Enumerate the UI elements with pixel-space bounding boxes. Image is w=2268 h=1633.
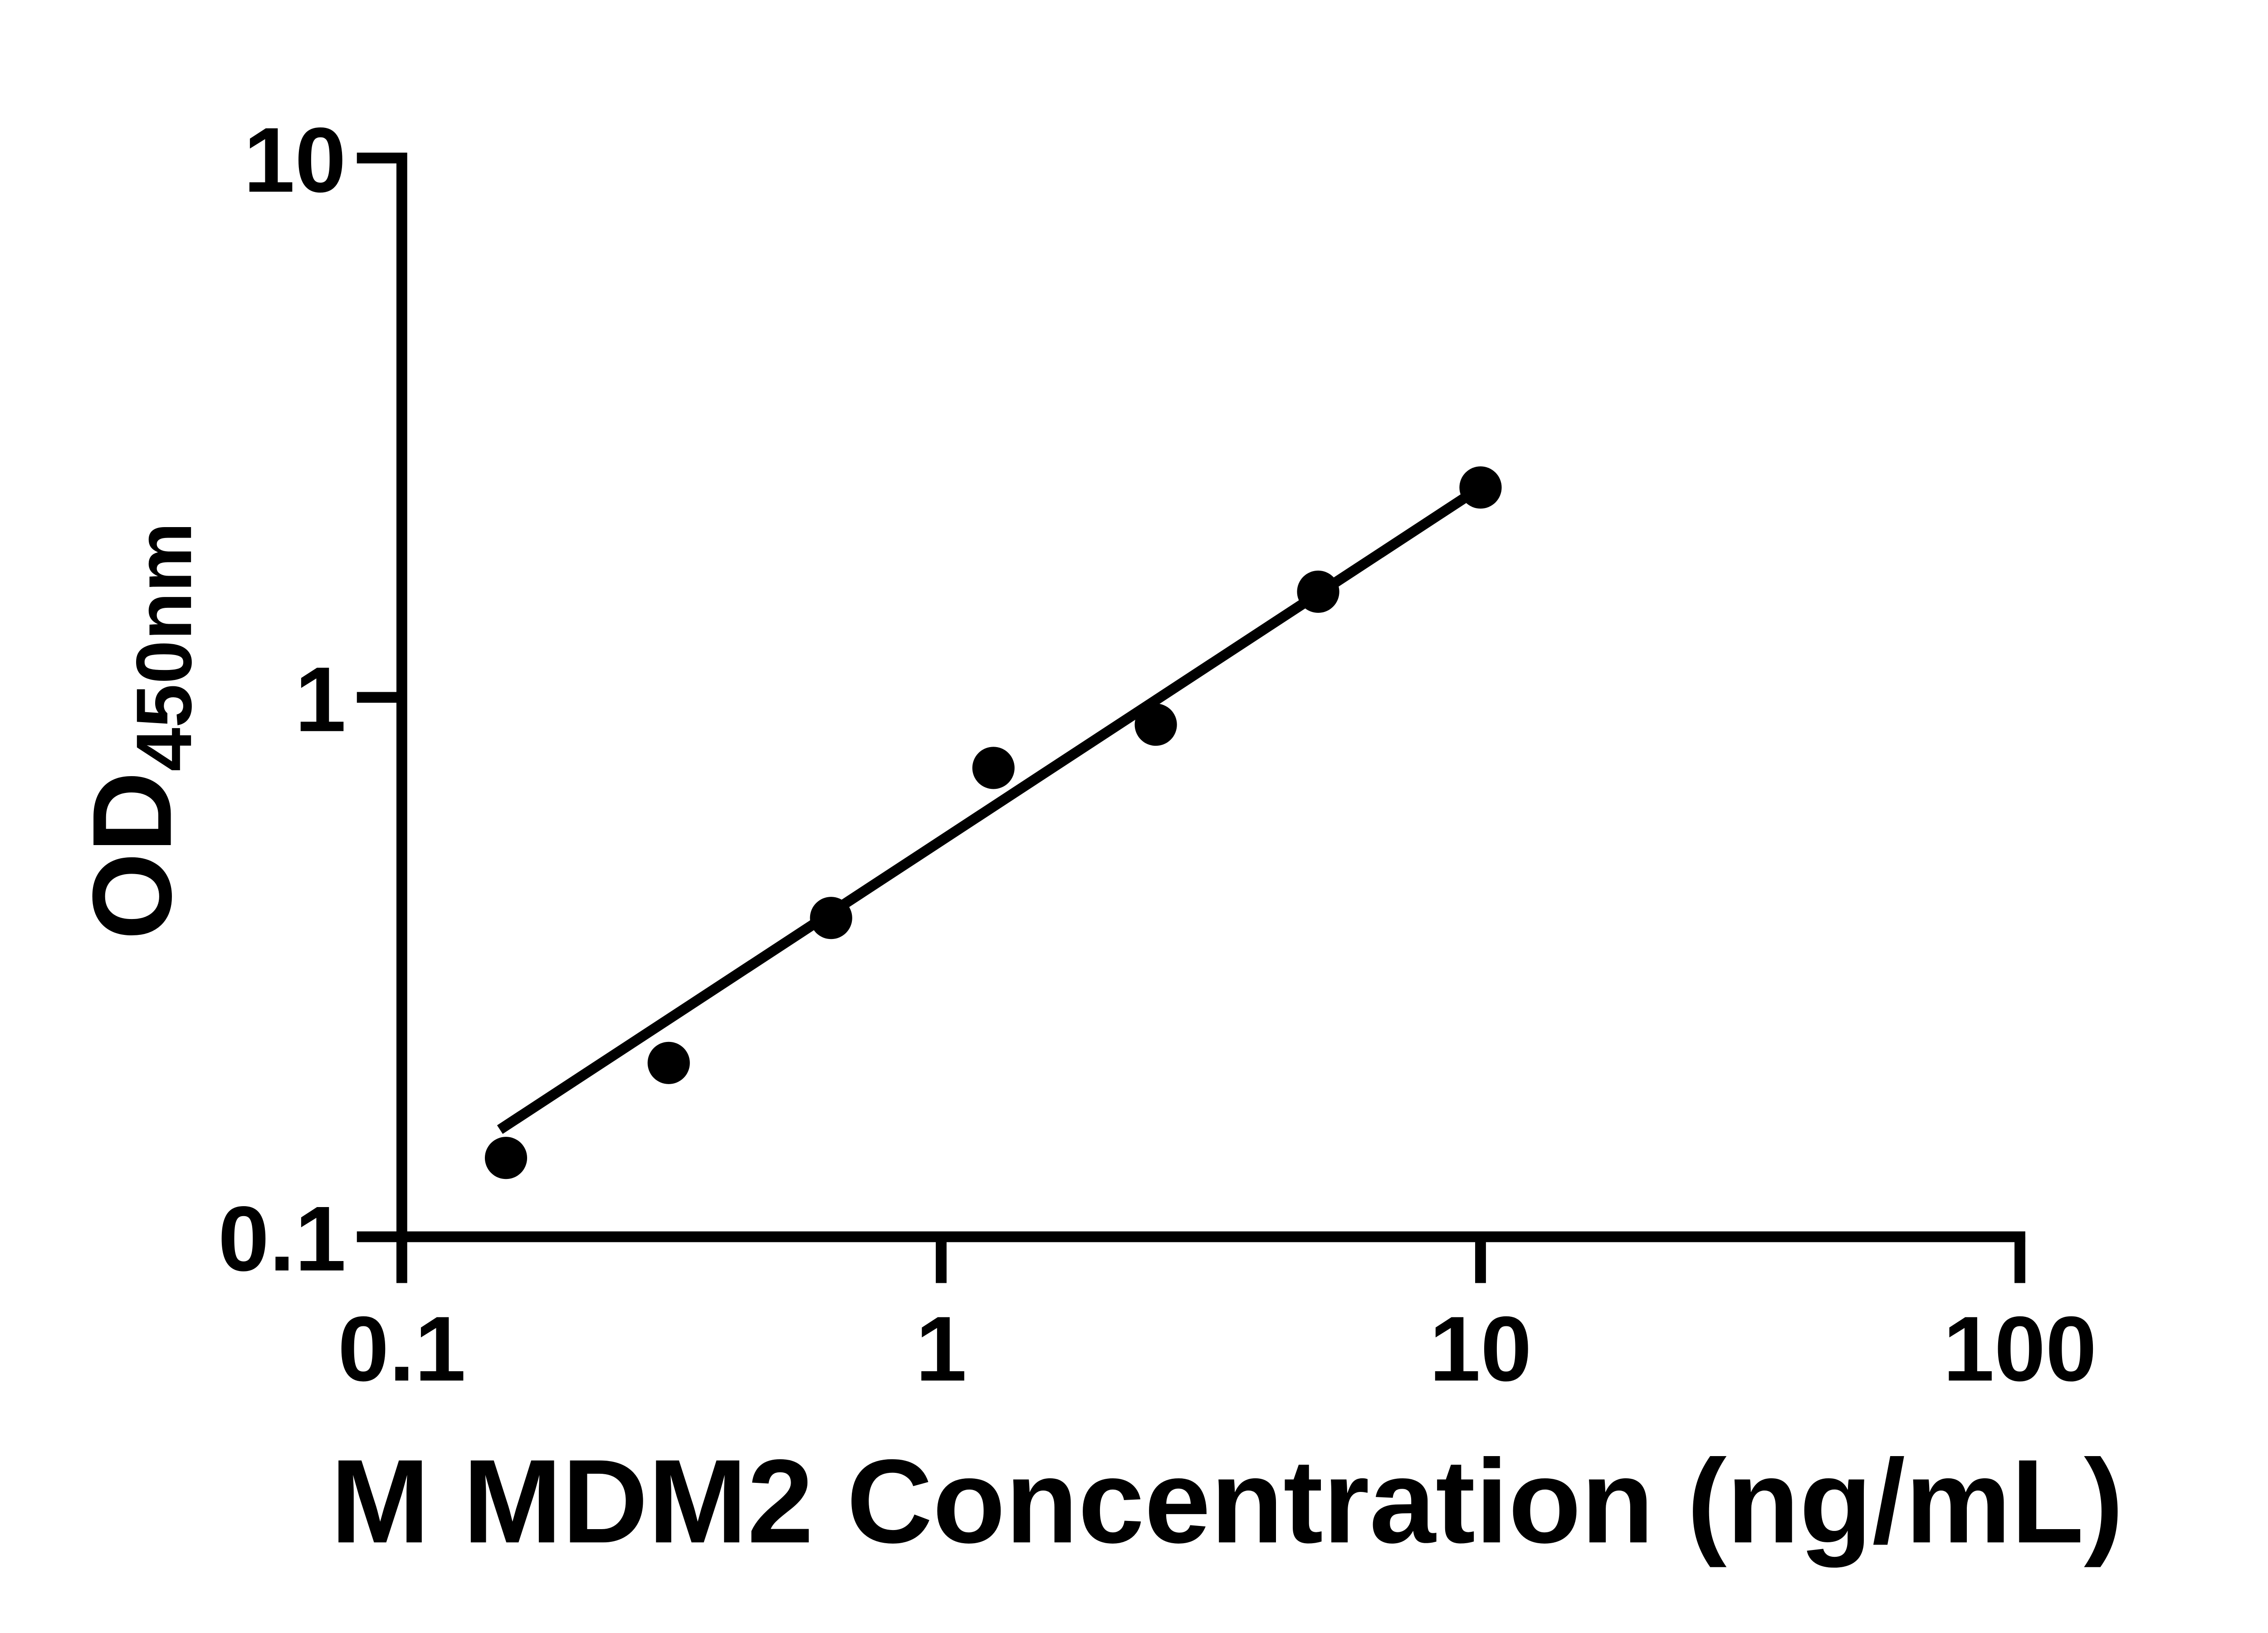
x-tick-label: 0.1 bbox=[338, 1298, 466, 1401]
y-tick-label: 0.1 bbox=[218, 1188, 346, 1291]
plot-area: 0.1 1 10 0.1 1 10 100 bbox=[218, 109, 2097, 1401]
data-point bbox=[972, 747, 1015, 789]
y-tick-label: 10 bbox=[244, 109, 346, 212]
y-axis-title-subscript: 450nm bbox=[120, 522, 208, 771]
y-axis-title-main: OD bbox=[70, 772, 195, 940]
data-point bbox=[1459, 466, 1502, 509]
data-point bbox=[484, 1137, 528, 1179]
x-tick-label: 100 bbox=[1943, 1298, 2097, 1401]
y-axis-title: OD450nm bbox=[70, 522, 208, 940]
y-tick-label: 1 bbox=[295, 648, 346, 751]
data-point bbox=[810, 897, 852, 939]
x-tick-label: 1 bbox=[915, 1298, 967, 1401]
data-point bbox=[1297, 570, 1339, 613]
x-tick-label: 10 bbox=[1429, 1298, 1532, 1401]
x-axis-title: M MDM2 Concentration (ng/mL) bbox=[331, 1434, 2124, 1568]
data-point bbox=[1134, 704, 1177, 746]
data-point bbox=[647, 1041, 690, 1084]
